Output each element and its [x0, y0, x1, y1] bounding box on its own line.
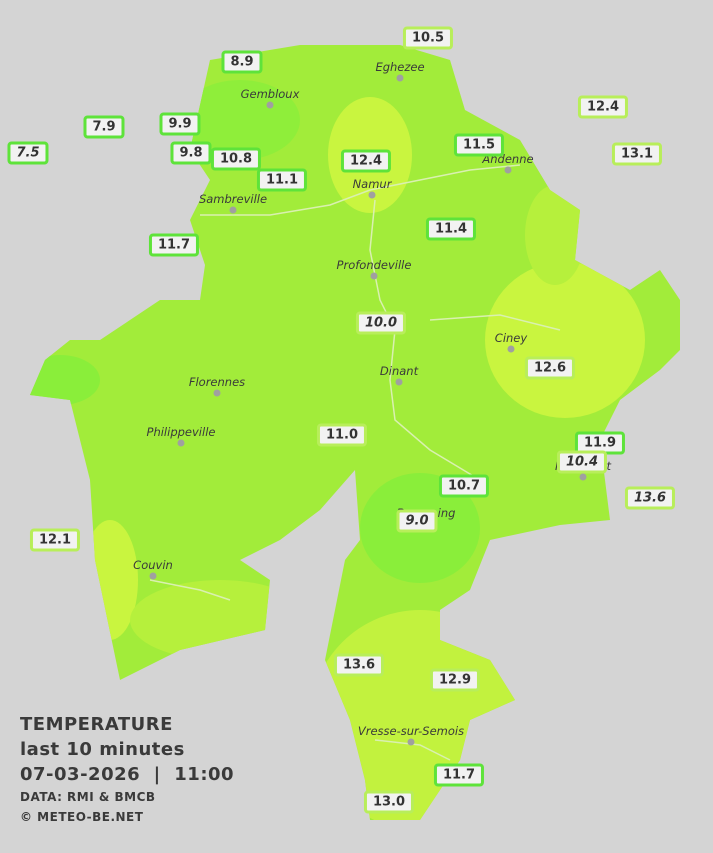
station-value: 13.6 [333, 653, 385, 677]
legend-datetime: 07-03-2026 | 11:00 [20, 764, 235, 785]
city-dot [177, 439, 185, 447]
city-dot [368, 191, 376, 199]
station-value: 12.9 [429, 668, 481, 692]
station-value: 13.6 [624, 486, 676, 510]
station-value: 13.0 [363, 790, 415, 814]
city-label: Couvin [133, 558, 173, 572]
station-value: 11.1 [256, 168, 308, 192]
station-value: 9.0 [396, 509, 438, 533]
station-value: 12.4 [577, 95, 629, 119]
city-label: Profondeville [337, 258, 412, 272]
city-label: Ciney [495, 331, 528, 345]
station-value: 10.0 [355, 311, 407, 335]
city-dot [504, 166, 512, 174]
city-label: Sambreville [199, 192, 267, 206]
station-value: 7.9 [83, 115, 125, 139]
legend-title: TEMPERATURE [20, 714, 173, 735]
station-value: 7.5 [7, 141, 49, 165]
station-value: 9.8 [170, 141, 212, 165]
station-value: 12.6 [524, 356, 576, 380]
city-dot [149, 572, 157, 580]
legend-source: DATA: RMI & BMCB [20, 790, 156, 804]
city-dot [370, 272, 378, 280]
legend: TEMPERATURE last 10 minutes 07-03-2026 |… [20, 712, 234, 827]
legend-copyright: © METEO-BE.NET [20, 810, 144, 824]
station-value: 9.9 [159, 112, 201, 136]
city-dot [213, 389, 221, 397]
station-value: 10.5 [402, 26, 454, 50]
station-value: 11.5 [453, 133, 505, 157]
city-label: Philippeville [147, 425, 216, 439]
city-label: Florennes [189, 375, 245, 389]
station-value: 12.4 [340, 149, 392, 173]
city-dot [407, 738, 415, 746]
station-value: 11.7 [148, 233, 200, 257]
station-value: 11.4 [425, 217, 477, 241]
station-value: 12.1 [29, 528, 81, 552]
city-dot [507, 345, 515, 353]
station-value: 11.0 [316, 423, 368, 447]
station-value: 11.7 [433, 763, 485, 787]
city-label: Eghezee [375, 60, 424, 74]
station-value: 13.1 [611, 142, 663, 166]
city-dot [579, 473, 587, 481]
station-value: 10.4 [556, 450, 608, 474]
city-dot [396, 74, 404, 82]
city-dot [229, 206, 237, 214]
legend-period: last 10 minutes [20, 739, 185, 760]
city-label: Dinant [380, 364, 419, 378]
city-dot [266, 101, 274, 109]
station-value: 8.9 [221, 50, 263, 74]
city-label: Vresse-sur-Semois [358, 724, 464, 738]
station-value: 10.7 [438, 474, 490, 498]
station-value: 10.8 [210, 147, 262, 171]
city-label: Gembloux [241, 87, 300, 101]
city-dot [395, 378, 403, 386]
city-label: Namur [353, 177, 393, 191]
